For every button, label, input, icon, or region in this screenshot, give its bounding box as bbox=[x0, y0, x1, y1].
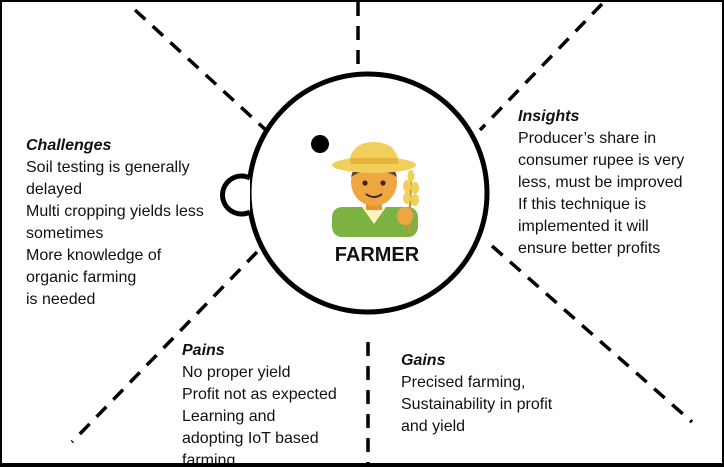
gains-line: Precised farming, bbox=[401, 374, 526, 391]
challenges-line: organic farming bbox=[26, 269, 137, 286]
ear-outline bbox=[220, 173, 252, 217]
challenges-line: delayed bbox=[26, 181, 83, 198]
eye-dot bbox=[311, 135, 329, 153]
insights-line: Producer’s share in bbox=[518, 130, 657, 147]
divider-bottom-right bbox=[490, 244, 694, 424]
insights-line: If this technique is bbox=[518, 196, 647, 213]
pains-line: No proper yield bbox=[182, 364, 291, 381]
gains-title: Gains bbox=[401, 352, 446, 369]
challenges-title: Challenges bbox=[26, 137, 112, 154]
divider-bottom-left bbox=[70, 250, 259, 444]
challenges-line: Soil testing is generally bbox=[26, 159, 190, 176]
insights-line: implemented it will bbox=[518, 218, 649, 235]
pains-line: adopting IoT based bbox=[182, 430, 319, 447]
challenges-section: Challenges Soil testing is generally del… bbox=[26, 135, 204, 311]
pains-line: Learning and bbox=[182, 408, 276, 425]
insights-line: ensure better profits bbox=[518, 240, 661, 257]
insights-section: Insights Producer’s share in consumer ru… bbox=[518, 106, 684, 260]
insights-line: less, must be improved bbox=[518, 174, 683, 191]
gains-line: Sustainability in profit bbox=[401, 396, 553, 413]
challenges-line: is needed bbox=[26, 291, 96, 308]
challenges-line: sometimes bbox=[26, 225, 104, 242]
pains-line: farming bbox=[182, 452, 236, 463]
challenges-line: Multi cropping yields less bbox=[26, 203, 204, 220]
farmer-icon bbox=[332, 142, 419, 237]
insights-line: consumer rupee is very bbox=[518, 152, 685, 169]
gains-line: and yield bbox=[401, 418, 466, 435]
center-label: FARMER bbox=[334, 244, 420, 266]
divider-top-left bbox=[133, 8, 270, 134]
challenges-line: More knowledge of bbox=[26, 247, 162, 264]
gains-section: Gains Precised farming, Sustainability i… bbox=[401, 350, 552, 438]
pains-title: Pains bbox=[182, 342, 225, 359]
pains-section: Pains No proper yield Profit not as expe… bbox=[182, 340, 337, 463]
divider-top-right bbox=[478, 2, 604, 132]
pains-line: Profit not as expected bbox=[182, 386, 337, 403]
insights-title: Insights bbox=[518, 108, 580, 125]
